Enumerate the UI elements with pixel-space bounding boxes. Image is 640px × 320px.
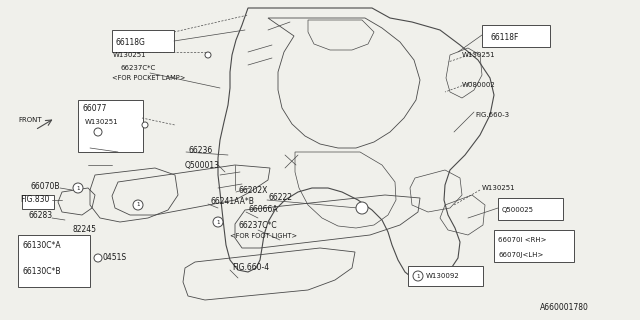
Text: W130251: W130251 xyxy=(85,119,118,125)
Text: A660001780: A660001780 xyxy=(540,303,589,313)
Text: 66070B: 66070B xyxy=(30,181,60,190)
Circle shape xyxy=(142,122,148,128)
Text: W130251: W130251 xyxy=(482,185,516,191)
Text: W130251: W130251 xyxy=(113,52,147,58)
Text: <FOR FOOT LIGHT>: <FOR FOOT LIGHT> xyxy=(230,233,297,239)
Circle shape xyxy=(205,52,211,58)
Bar xyxy=(18,235,90,287)
Text: 66130C*B: 66130C*B xyxy=(22,268,61,276)
Text: 66118F: 66118F xyxy=(490,33,518,42)
Text: 66202X: 66202X xyxy=(238,186,268,195)
Bar xyxy=(498,198,563,220)
Circle shape xyxy=(94,254,102,262)
Text: 66066A: 66066A xyxy=(248,205,278,214)
Circle shape xyxy=(94,128,102,136)
Text: Q500025: Q500025 xyxy=(502,207,534,213)
Text: 66237C*C: 66237C*C xyxy=(238,220,276,229)
Text: FIG.830: FIG.830 xyxy=(20,196,49,204)
Text: W080002: W080002 xyxy=(462,82,496,88)
Text: FRONT: FRONT xyxy=(18,117,42,123)
Text: 1: 1 xyxy=(416,274,420,278)
Text: 66241AA*B: 66241AA*B xyxy=(210,197,254,206)
Bar xyxy=(482,25,550,47)
Text: 66070J<LH>: 66070J<LH> xyxy=(498,252,543,258)
Bar xyxy=(112,30,174,52)
Text: 66070I <RH>: 66070I <RH> xyxy=(498,237,547,243)
Text: 66222: 66222 xyxy=(268,194,292,203)
Circle shape xyxy=(213,217,223,227)
Text: <FOR POCKET LAMP>: <FOR POCKET LAMP> xyxy=(112,75,186,81)
Bar xyxy=(22,195,54,209)
Text: FIG.660-4: FIG.660-4 xyxy=(232,263,269,273)
Bar xyxy=(408,266,483,286)
Text: 66077: 66077 xyxy=(82,103,106,113)
Text: FIG.660-3: FIG.660-3 xyxy=(475,112,509,118)
Bar xyxy=(78,100,143,152)
Text: 1: 1 xyxy=(76,186,80,190)
Text: 66130C*A: 66130C*A xyxy=(22,241,61,250)
Circle shape xyxy=(73,183,83,193)
Text: W130092: W130092 xyxy=(426,273,460,279)
Text: 66118G: 66118G xyxy=(115,37,145,46)
Circle shape xyxy=(133,200,143,210)
Text: Q500013: Q500013 xyxy=(185,161,220,170)
Text: 1: 1 xyxy=(216,220,220,225)
Bar xyxy=(494,230,574,262)
Text: W130251: W130251 xyxy=(462,52,495,58)
Text: 0451S: 0451S xyxy=(102,253,126,262)
Text: 66237C*C: 66237C*C xyxy=(120,65,156,71)
Circle shape xyxy=(356,202,368,214)
Text: 1: 1 xyxy=(136,203,140,207)
Text: 82245: 82245 xyxy=(72,226,96,235)
Text: 66236: 66236 xyxy=(188,146,212,155)
Text: 66283: 66283 xyxy=(28,211,52,220)
Circle shape xyxy=(413,271,423,281)
